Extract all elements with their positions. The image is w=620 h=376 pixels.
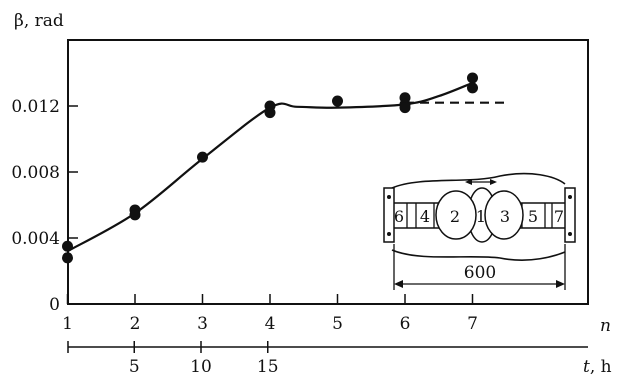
data-point bbox=[332, 95, 343, 107]
inset-dimension-label: 600 bbox=[464, 263, 496, 283]
time-axis-ticks: 5 10 15 bbox=[129, 341, 279, 376]
plot-frame bbox=[67, 39, 589, 305]
ellipse-2 bbox=[435, 190, 477, 240]
right-mount bbox=[564, 187, 576, 243]
y-tick-label: 0.012 bbox=[11, 97, 60, 117]
left-mount-hole-bottom bbox=[387, 232, 391, 236]
motion-arrow-right-head bbox=[490, 179, 497, 185]
data-point bbox=[467, 72, 478, 84]
n-tick-label: 7 bbox=[467, 314, 478, 334]
inset-cell-label: 5 bbox=[528, 207, 538, 226]
data-point bbox=[264, 107, 276, 119]
right-mount-hole-bottom bbox=[568, 232, 572, 236]
data-points bbox=[62, 72, 478, 264]
n-tick-label: 2 bbox=[130, 314, 141, 334]
inset-cell-label: 3 bbox=[500, 207, 510, 226]
data-point bbox=[129, 209, 141, 221]
inset-cell-label: 6 bbox=[394, 207, 404, 226]
data-point bbox=[399, 102, 411, 114]
n-tick-label: 1 bbox=[62, 314, 73, 334]
data-point bbox=[467, 82, 478, 94]
time-axis-label-unit: , h bbox=[590, 357, 612, 376]
left-mount-hole-top bbox=[387, 195, 391, 199]
data-point bbox=[197, 151, 208, 163]
data-point bbox=[62, 240, 73, 252]
time-axis-label-var: t bbox=[583, 357, 590, 376]
inset-cell-label: 7 bbox=[554, 207, 564, 226]
n-axis-ticks: 1 2 3 4 5 6 7 bbox=[62, 294, 478, 334]
time-tick-label: 15 bbox=[257, 357, 279, 376]
time-tick-label: 5 bbox=[129, 357, 140, 376]
dimension-arrow-right bbox=[556, 280, 565, 288]
n-tick-label: 5 bbox=[332, 314, 343, 334]
inset-cell-label: 2 bbox=[450, 207, 460, 226]
n-tick-label: 3 bbox=[197, 314, 208, 334]
time-tick-label: 10 bbox=[190, 357, 212, 376]
motion-arrow-left-head bbox=[465, 179, 472, 185]
y-axis-label: β, rad bbox=[14, 11, 64, 31]
n-tick-label: 6 bbox=[400, 314, 411, 334]
n-tick-label: 4 bbox=[265, 314, 276, 334]
right-mount-hole-top bbox=[568, 195, 572, 199]
n-axis-label: n bbox=[600, 316, 611, 336]
dimension-arrow-left bbox=[394, 280, 403, 288]
y-tick-label: 0 bbox=[49, 295, 60, 315]
time-axis-label: t, h bbox=[583, 357, 612, 376]
left-mount bbox=[383, 187, 395, 243]
data-point bbox=[62, 252, 73, 264]
y-tick-label: 0.004 bbox=[11, 229, 60, 249]
inset-bottom-edge bbox=[391, 249, 566, 261]
fit-curve bbox=[66, 81, 473, 253]
y-tick-label: 0.008 bbox=[11, 163, 60, 183]
inset-cell-label: 1 bbox=[476, 207, 486, 226]
y-ticks: 0 0.004 0.008 0.012 bbox=[11, 97, 78, 315]
inset-top-edge bbox=[391, 172, 566, 189]
ellipse-3 bbox=[484, 190, 524, 240]
inset-cell-label: 4 bbox=[420, 207, 430, 226]
